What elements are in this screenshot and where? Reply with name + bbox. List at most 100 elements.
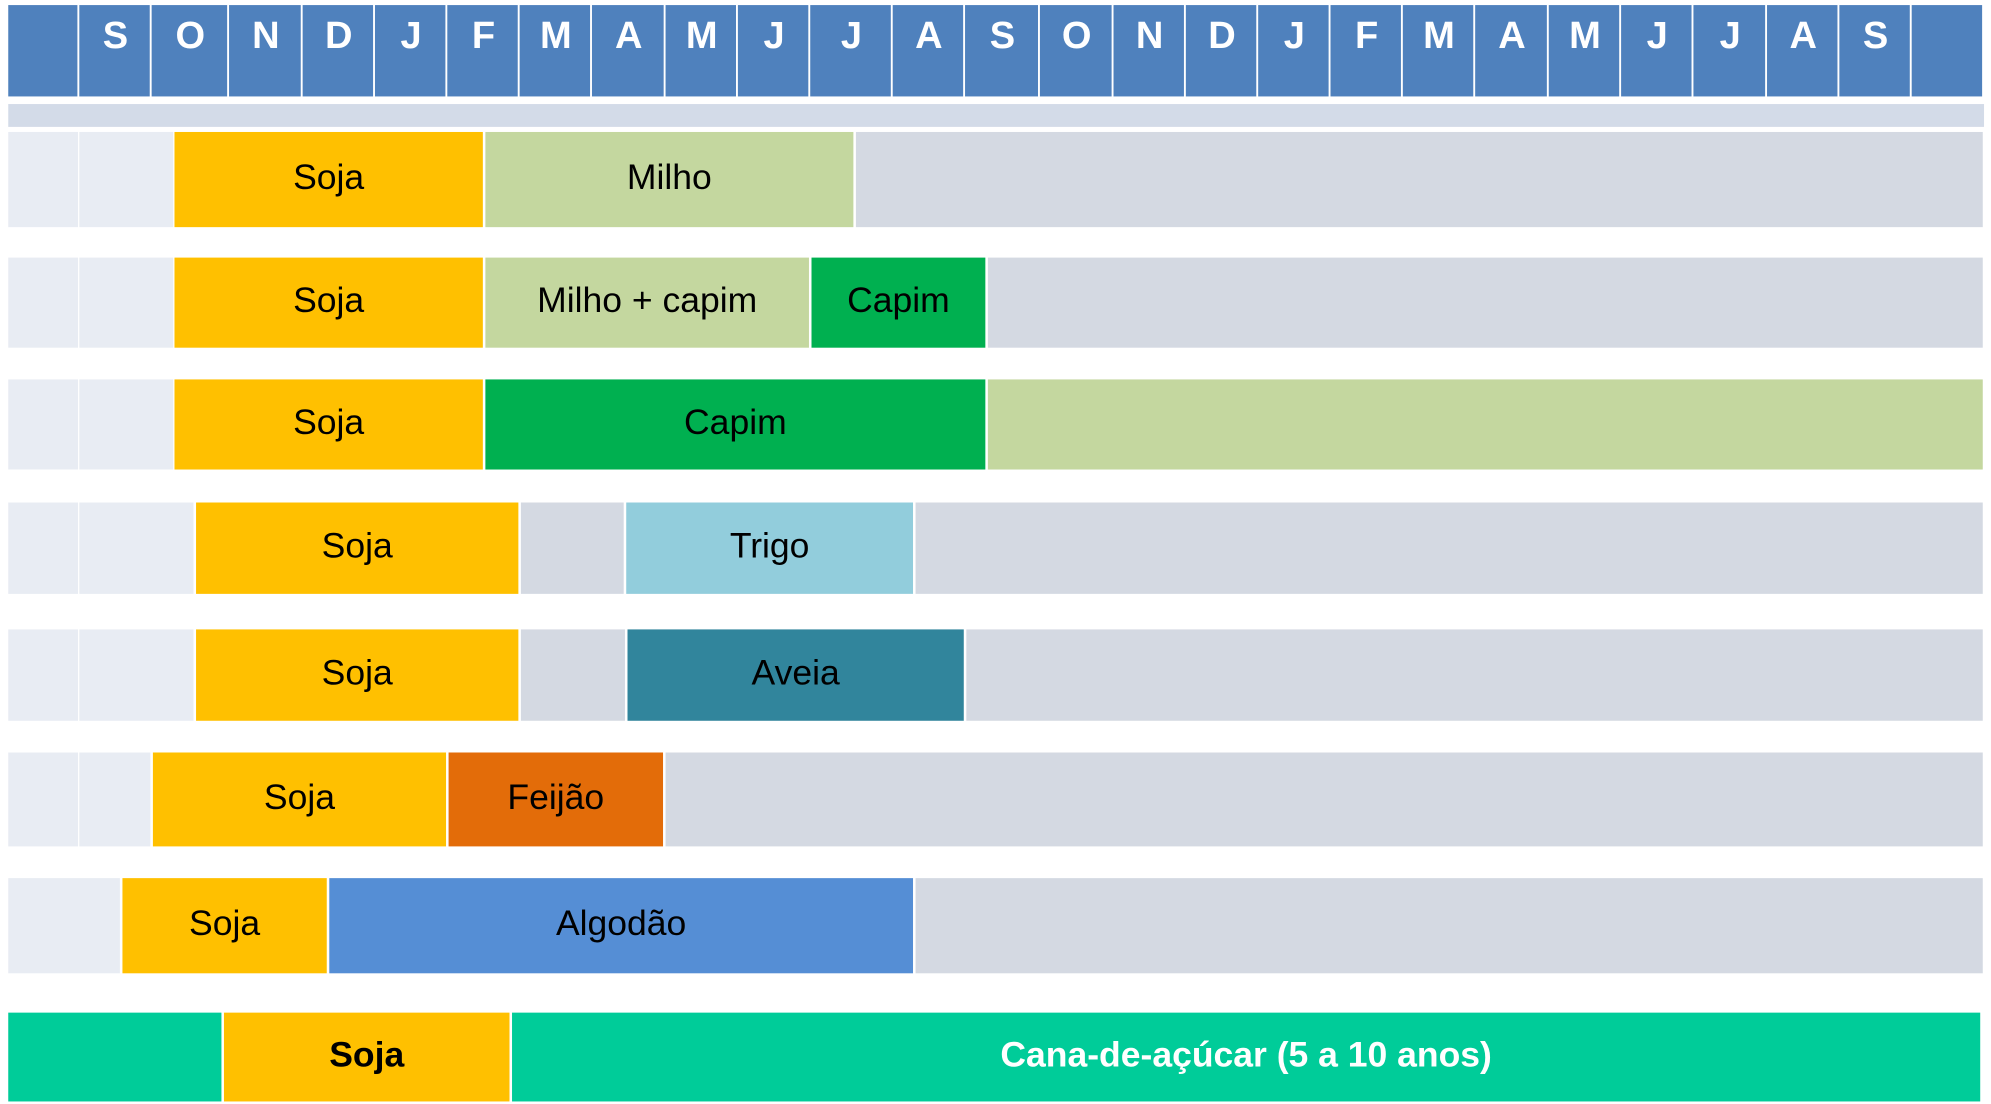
header-cell <box>1548 5 1620 97</box>
header-cell <box>447 5 518 97</box>
month-label: S <box>103 15 128 57</box>
header-cell <box>1475 5 1547 97</box>
empty-cell <box>8 502 79 594</box>
header-cell <box>1258 5 1329 97</box>
empty-cell <box>8 379 79 470</box>
crop-label: Aveia <box>752 652 840 692</box>
month-label: A <box>1498 15 1525 57</box>
empty-cell <box>665 752 1983 847</box>
header-cell <box>1839 5 1910 97</box>
crop-bar <box>485 257 809 348</box>
crop-bar <box>223 1012 510 1102</box>
header-cell <box>1330 5 1401 97</box>
crop-bar <box>174 379 483 470</box>
empty-cell <box>79 257 174 348</box>
header-cell <box>810 5 891 97</box>
crop-bar <box>122 878 327 974</box>
empty-cell <box>8 1012 222 1102</box>
crop-bar <box>196 629 519 721</box>
crop-label: Soja <box>293 280 364 320</box>
header-cell <box>1911 5 1983 97</box>
header-cell <box>79 5 150 97</box>
header-cell <box>1113 5 1184 97</box>
month-label: D <box>325 15 352 57</box>
crop-label: Soja <box>189 903 260 943</box>
header-cell <box>1185 5 1257 97</box>
crop-label: Cana-de-açúcar (5 a 10 anos) <box>1000 1034 1492 1074</box>
empty-cell <box>8 629 79 721</box>
crop-bar <box>512 1012 1981 1102</box>
month-label: A <box>1789 15 1816 57</box>
month-label: O <box>176 15 206 57</box>
empty-cell <box>520 629 625 721</box>
month-label: J <box>841 15 862 57</box>
month-label: A <box>615 15 642 57</box>
month-label: J <box>401 15 422 57</box>
crop-bar <box>448 752 664 847</box>
month-label: S <box>990 15 1015 57</box>
month-label: S <box>1863 15 1888 57</box>
crop-label: Soja <box>264 777 335 817</box>
crop-bar <box>485 131 854 228</box>
crop-bar <box>196 502 519 594</box>
crop-bar <box>811 257 986 348</box>
crop-bar <box>152 752 447 847</box>
header-band <box>8 104 1985 127</box>
crop-bar <box>174 131 483 228</box>
header-cell <box>892 5 964 97</box>
crop-bar <box>626 502 914 594</box>
crop-label: Soja <box>329 1034 404 1074</box>
empty-cell <box>8 752 79 847</box>
empty-cell <box>520 502 624 594</box>
header-cell <box>519 5 591 97</box>
month-label: D <box>1208 15 1235 57</box>
empty-cell <box>855 131 1983 228</box>
month-label: M <box>686 15 718 57</box>
crop-label: Soja <box>322 526 393 566</box>
header-cell <box>374 5 446 97</box>
crop-bar <box>485 379 986 470</box>
crop-label: Soja <box>293 402 364 442</box>
month-label: N <box>1136 15 1163 57</box>
empty-cell <box>987 379 1983 470</box>
header-cell <box>1621 5 1692 97</box>
header-cell <box>1039 5 1112 97</box>
month-label: J <box>1284 15 1305 57</box>
crop-label: Milho + capim <box>537 280 757 320</box>
month-label: J <box>763 15 784 57</box>
crop-label: Algodão <box>556 903 686 943</box>
empty-cell <box>79 502 194 594</box>
crop-bar <box>329 878 914 974</box>
empty-cell <box>8 878 120 974</box>
crop-label: Feijão <box>507 777 604 817</box>
month-label: F <box>1355 15 1378 57</box>
month-label: J <box>1720 15 1741 57</box>
header-cell <box>151 5 228 97</box>
empty-cell <box>987 257 1983 348</box>
month-label: A <box>915 15 942 57</box>
month-label: J <box>1647 15 1668 57</box>
header-cell <box>591 5 664 97</box>
header-cell <box>229 5 301 97</box>
empty-cell <box>915 502 1983 594</box>
empty-cell <box>8 131 79 228</box>
month-label: M <box>1423 15 1455 57</box>
empty-cell <box>79 629 194 721</box>
header-cell <box>1693 5 1766 97</box>
crop-label: Soja <box>293 157 364 197</box>
header-cell <box>1767 5 1838 97</box>
crop-label: Capim <box>847 280 950 320</box>
crop-label: Milho <box>627 157 712 197</box>
crop-bar <box>174 257 483 348</box>
month-label: M <box>540 15 572 57</box>
month-label: M <box>1569 15 1601 57</box>
crop-label: Trigo <box>730 526 810 566</box>
header-cell <box>737 5 809 97</box>
empty-cell <box>915 878 1983 974</box>
crop-label: Soja <box>322 652 393 692</box>
empty-cell <box>8 257 79 348</box>
month-label: F <box>472 15 495 57</box>
month-label: N <box>252 15 279 57</box>
